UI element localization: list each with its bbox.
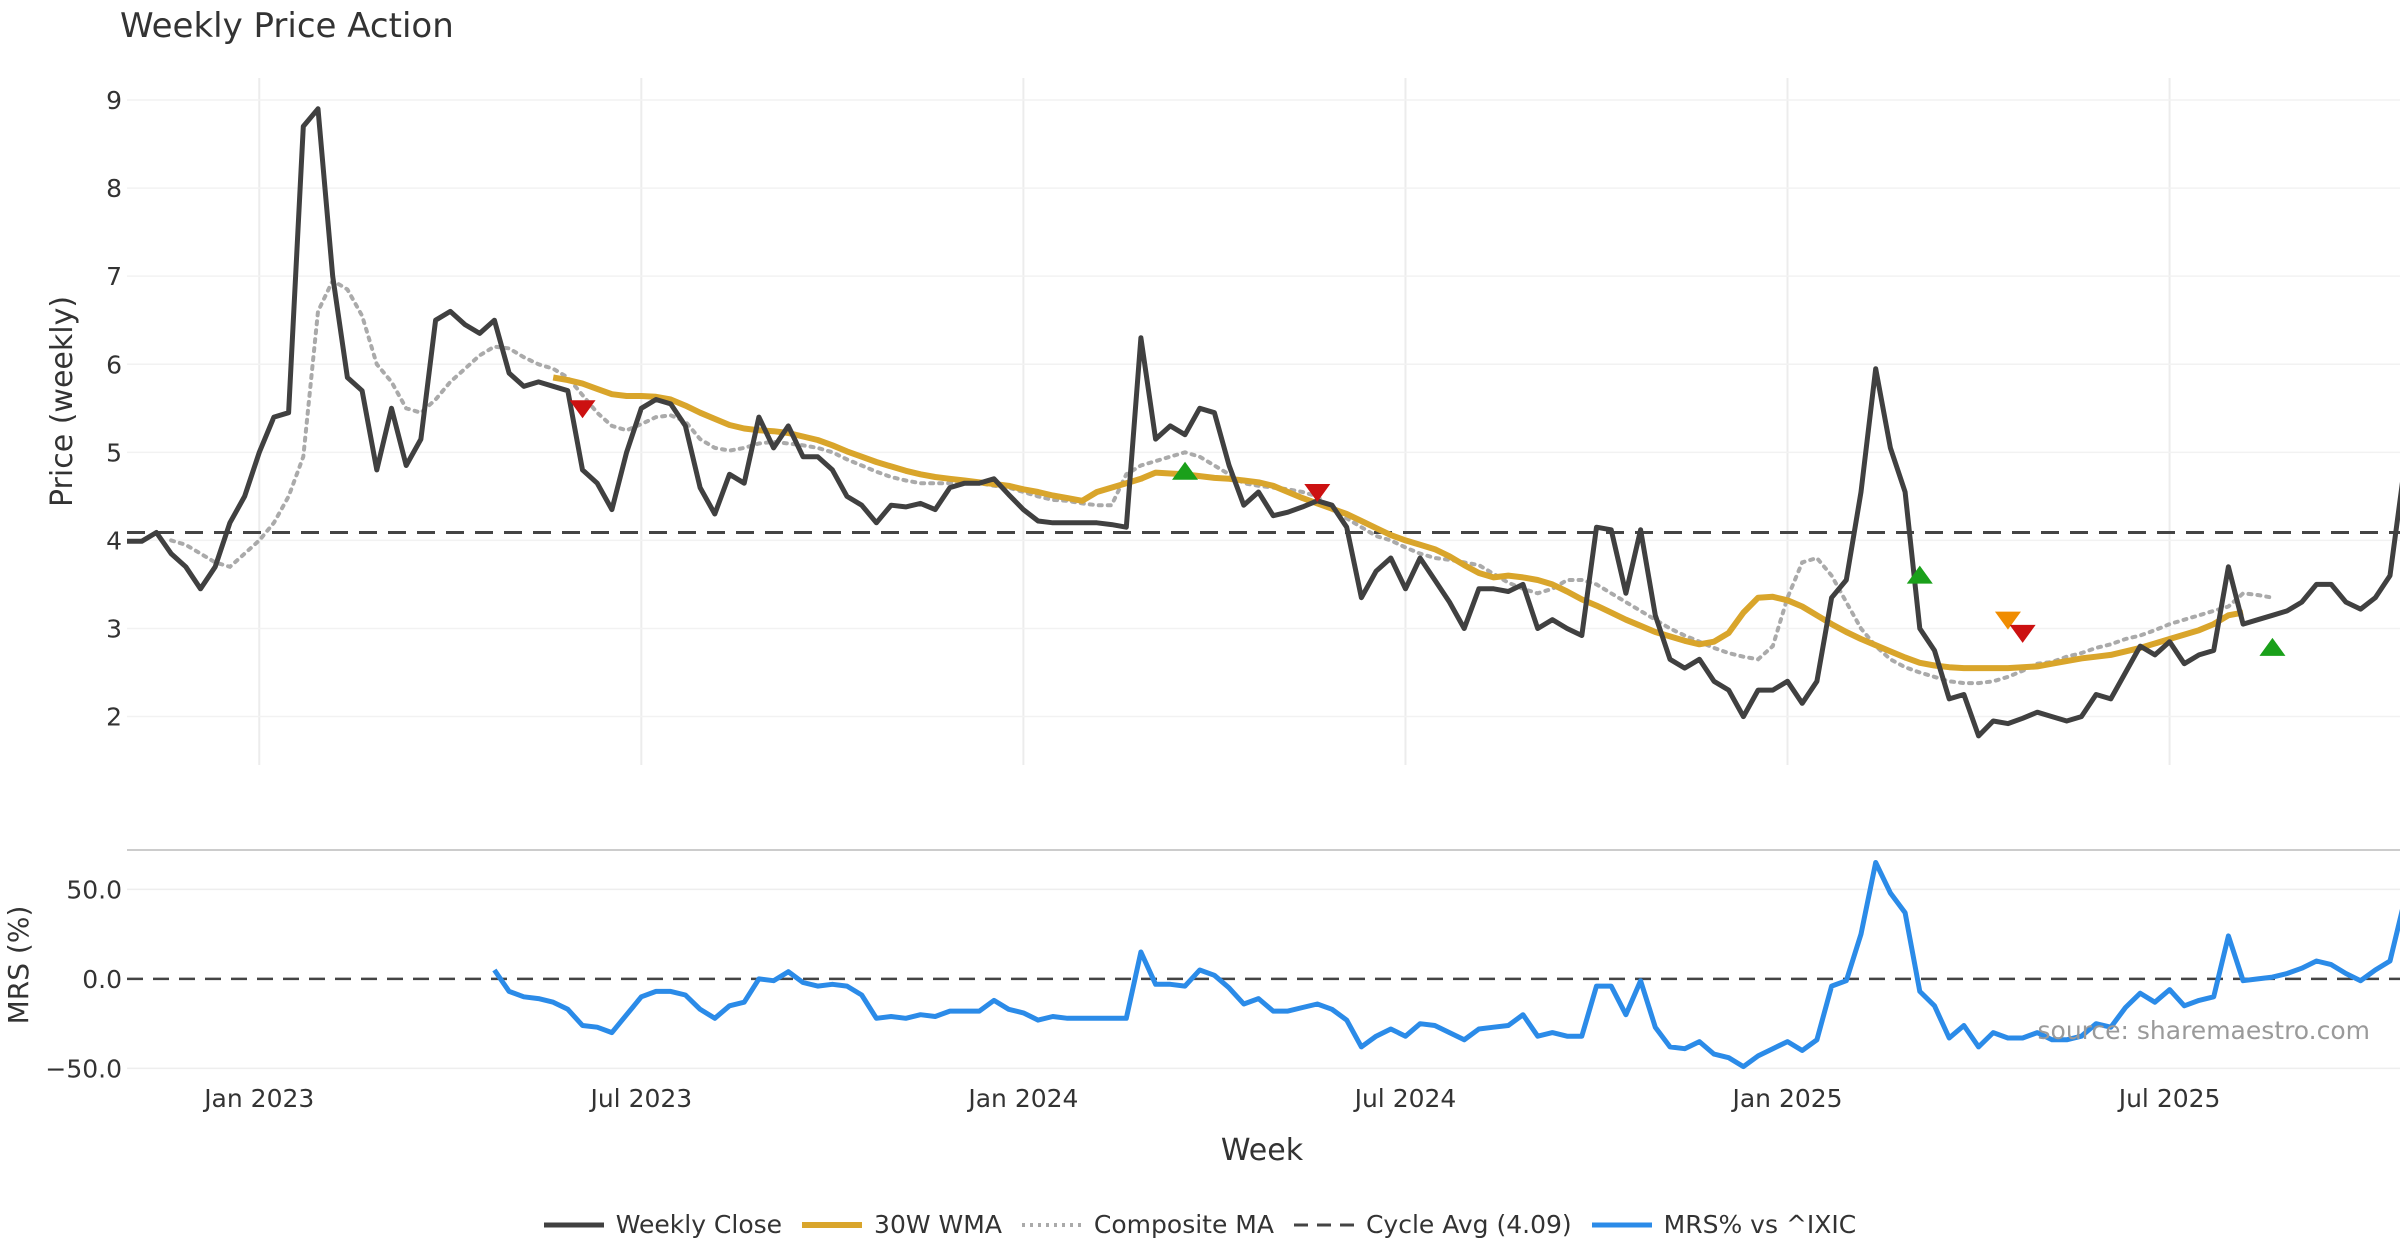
price-y-tick-label: 4 xyxy=(106,526,122,555)
legend-item-wma: 30W WMA xyxy=(802,1210,1002,1239)
signal-marker-warn xyxy=(1994,611,2021,630)
signal-marker-buy xyxy=(2259,637,2286,656)
signal-marker-buy xyxy=(1172,461,1199,480)
legend-label-composite: Composite MA xyxy=(1093,1210,1274,1239)
x-tick-label: Jul 2024 xyxy=(1353,1084,1457,1113)
legend-item-mrs: MRS% vs ^IXIC xyxy=(1591,1210,1857,1239)
price-y-tick-label: 5 xyxy=(106,438,122,467)
signal-marker-buy xyxy=(1906,565,1933,584)
legend-label-close: Weekly Close xyxy=(615,1210,783,1239)
mrs-plot-area xyxy=(127,860,2400,1070)
weekly-close-line xyxy=(127,106,2400,739)
legend-swatch-mrs xyxy=(1591,1222,1652,1227)
signal-marker-sell xyxy=(569,400,596,419)
source-watermark: source: sharemaestro.com xyxy=(2037,1016,2371,1045)
mrs-y-tick-label: 50.0 xyxy=(66,875,122,904)
mrs-y-axis-title: MRS (%) xyxy=(2,906,35,1025)
price-y-axis-title: Price (weekly) xyxy=(45,296,80,507)
price-y-tick-label: 2 xyxy=(106,703,122,732)
price-y-tick-label: 7 xyxy=(106,262,122,291)
chart-title: Weekly Price Action xyxy=(120,6,454,46)
legend-swatch-cycle xyxy=(1293,1223,1354,1226)
legend-item-weekly-close: Weekly Close xyxy=(543,1210,783,1239)
mrs-line xyxy=(492,860,2400,1070)
legend-swatch-wma xyxy=(802,1221,863,1228)
x-axis-title: Week xyxy=(1221,1133,1304,1168)
legend-item-cycle-avg: Cycle Avg (4.09) xyxy=(1293,1210,1572,1239)
legend-swatch-composite xyxy=(1021,1222,1082,1227)
mrs-y-tick-label: −50.0 xyxy=(45,1054,122,1083)
mrs-y-tick-label: 0.0 xyxy=(82,965,122,994)
legend-label-wma: 30W WMA xyxy=(874,1210,1002,1239)
x-tick-label: Jul 2023 xyxy=(588,1084,692,1113)
price-y-tick-label: 6 xyxy=(106,350,122,379)
price-y-tick-label: 9 xyxy=(106,86,122,115)
mrs-gridlines xyxy=(127,849,2400,1070)
legend-label-cycle: Cycle Avg (4.09) xyxy=(1365,1210,1572,1239)
x-tick-label: Jan 2024 xyxy=(966,1084,1078,1113)
axis-labels: Jan 2023 Jul 2023 Jan 2024 Jul 2024 Jan 2025… xyxy=(2,86,2220,1168)
x-tick-label: Jan 2023 xyxy=(202,1084,314,1113)
wma-30w-line xyxy=(552,374,2244,672)
price-y-tick-label: 3 xyxy=(106,614,122,643)
composite-ma-line xyxy=(169,277,2275,686)
x-tick-label: Jul 2025 xyxy=(2117,1084,2221,1113)
signal-marker-sell xyxy=(1304,483,1331,502)
price-y-tick-label: 8 xyxy=(106,174,122,203)
x-tick-label: Jan 2025 xyxy=(1730,1084,1842,1113)
legend-item-composite-ma: Composite MA xyxy=(1021,1210,1274,1239)
signal-marker-sell xyxy=(2009,624,2036,643)
legend-label-mrs: MRS% vs ^IXIC xyxy=(1663,1210,1857,1239)
price-plot-area xyxy=(127,106,2400,739)
legend-swatch-close xyxy=(543,1222,604,1227)
chart-legend: Weekly Close 30W WMA Composite MA Cycle … xyxy=(0,1210,2400,1239)
